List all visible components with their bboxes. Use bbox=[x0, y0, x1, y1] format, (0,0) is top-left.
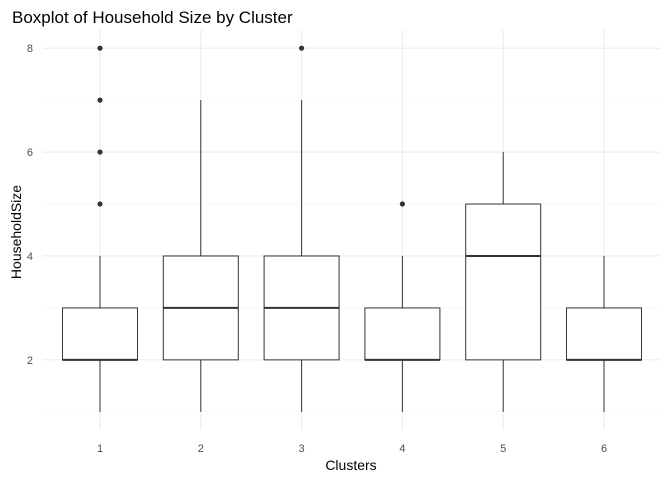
outlier-point bbox=[97, 149, 103, 155]
x-tick-label: 2 bbox=[198, 443, 204, 455]
box-cluster-5 bbox=[465, 152, 542, 412]
y-tick-labels: 2 4 6 8 bbox=[27, 43, 33, 367]
outlier-point bbox=[299, 45, 305, 51]
x-tick-label: 6 bbox=[601, 443, 607, 455]
boxes-layer bbox=[62, 45, 642, 412]
x-tick-label: 4 bbox=[399, 443, 405, 455]
x-axis-title: Clusters bbox=[325, 457, 376, 473]
box-iqr bbox=[566, 307, 642, 361]
outlier-point bbox=[97, 45, 103, 51]
x-tick-label: 5 bbox=[500, 443, 506, 455]
x-tick-label: 3 bbox=[299, 443, 305, 455]
y-tick-label: 2 bbox=[27, 355, 33, 367]
box-cluster-2 bbox=[162, 100, 239, 412]
y-axis-title: HouseholdSize bbox=[8, 185, 24, 279]
x-tick-label: 1 bbox=[97, 443, 103, 455]
y-tick-label: 8 bbox=[27, 43, 33, 55]
box-cluster-1 bbox=[62, 45, 138, 412]
y-tick-label: 6 bbox=[27, 147, 33, 159]
box-iqr bbox=[465, 203, 542, 361]
box-cluster-3 bbox=[263, 45, 340, 412]
box-iqr bbox=[364, 307, 441, 361]
box-cluster-6 bbox=[566, 255, 642, 412]
outlier-point bbox=[97, 97, 103, 103]
outlier-point bbox=[97, 201, 103, 207]
y-tick-label: 4 bbox=[27, 251, 33, 263]
box-cluster-4 bbox=[364, 201, 441, 412]
box-iqr bbox=[62, 307, 138, 361]
chart-title: Boxplot of Household Size by Cluster bbox=[12, 8, 293, 27]
outlier-point bbox=[399, 201, 405, 207]
x-tick-labels: 1 2 3 4 5 6 bbox=[97, 443, 607, 455]
